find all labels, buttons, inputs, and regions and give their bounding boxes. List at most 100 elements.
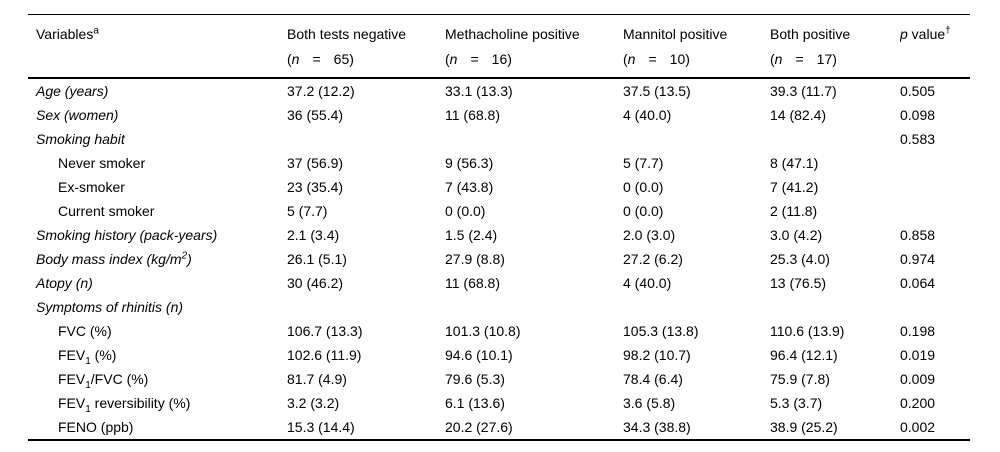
row-label: Sex (women): [36, 106, 119, 123]
cell-value: 20.2 (27.6): [445, 418, 513, 435]
row-label: Age (years): [36, 82, 109, 99]
cell-value: 27.2 (6.2): [623, 250, 683, 267]
cell-value: 0 (0.0): [623, 178, 664, 195]
cell-value: 3.0 (4.2): [770, 226, 823, 243]
column-label: Both tests negative: [287, 26, 407, 42]
table-row-feno: FENO (ppb) 15.3 (14.4) 20.2 (27.6) 34.3 …: [28, 415, 970, 440]
footnote-marker-dagger: †: [945, 25, 951, 37]
cell-value: 0 (0.0): [623, 202, 664, 219]
row-label: Atopy (n): [36, 274, 93, 291]
p-value-cell: 0.505: [900, 82, 936, 99]
cell-value: 11 (68.8): [445, 274, 500, 291]
p-value-cell: 0.858: [900, 226, 936, 243]
header-variables-label: Variables: [36, 26, 94, 42]
cell-value: 34.3 (38.8): [623, 418, 691, 435]
column-label: Methacholine positive: [445, 26, 580, 42]
row-label: FEV1 reversibility (%): [58, 394, 191, 415]
cell-value: 7 (41.2): [770, 178, 819, 195]
cell-value: 33.1 (13.3): [445, 82, 513, 99]
cell-value: 75.9 (7.8): [770, 370, 830, 387]
row-label: FEV1/FVC (%): [58, 370, 149, 391]
row-label: FVC (%): [58, 322, 112, 339]
cell-value: 94.6 (10.1): [445, 346, 513, 363]
row-label: Ex-smoker: [58, 178, 125, 195]
table-row-ex-smoker: Ex-smoker 23 (35.4) 7 (43.8) 0 (0.0) 7 (…: [28, 175, 970, 199]
column-label: Both positive: [770, 26, 851, 42]
table-row-smoking-habit: Smoking habit 0.583: [28, 127, 970, 151]
cell-value: 27.9 (8.8): [445, 250, 505, 267]
row-label: Smoking habit: [36, 130, 125, 147]
cell-value: 39.3 (11.7): [770, 82, 837, 99]
table-body: Age (years) 37.2 (12.2) 33.1 (13.3) 37.5…: [28, 78, 970, 440]
p-value-cell: [900, 295, 970, 319]
cell-value: [623, 127, 770, 151]
cell-value: 3.2 (3.2): [287, 394, 340, 411]
cell-value: [287, 295, 445, 319]
row-label: Never smoker: [58, 154, 146, 171]
cell-value: 15.3 (14.4): [287, 418, 355, 435]
cell-value: 30 (46.2): [287, 274, 344, 291]
column-n-count: (n = 17): [770, 51, 837, 67]
table-row-age: Age (years) 37.2 (12.2) 33.1 (13.3) 37.5…: [28, 78, 970, 103]
column-label: Mannitol positive: [623, 26, 728, 42]
table-row-symptoms-rhinitis: Symptoms of rhinitis (n): [28, 295, 970, 319]
cell-value: [770, 127, 900, 151]
cell-value: 110.6 (13.9): [770, 322, 845, 339]
p-value-cell: 0.198: [900, 322, 936, 339]
cell-value: 9 (56.3): [445, 154, 494, 171]
table-row-never-smoker: Never smoker 37 (56.9) 9 (56.3) 5 (7.7) …: [28, 151, 970, 175]
cell-value: 8 (47.1): [770, 154, 819, 171]
n-symbol: n: [774, 51, 783, 67]
cell-value: 4 (40.0): [623, 106, 672, 123]
p-value-cell: 0.200: [900, 394, 936, 411]
table-header: Variablesa Both tests negative (n = 65) Me…: [28, 14, 970, 79]
cell-value: 25.3 (4.0): [770, 250, 830, 267]
cell-value: 38.9 (25.2): [770, 418, 838, 435]
cell-value: 101.3 (10.8): [445, 322, 521, 339]
cell-value: 0 (0.0): [445, 202, 486, 219]
cell-value: 37 (56.9): [287, 154, 344, 171]
cell-value: [445, 295, 623, 319]
header-mannitol-positive: Mannitol positive (n = 10): [623, 14, 770, 79]
column-n-count: (n = 65): [287, 51, 354, 67]
clinical-characteristics-table: Variablesa Both tests negative (n = 65) Me…: [28, 14, 970, 441]
cell-value: 81.7 (4.9): [287, 370, 347, 387]
cell-value: 96.4 (12.1): [770, 346, 838, 363]
cell-value: 5 (7.7): [623, 154, 664, 171]
row-label: Symptoms of rhinitis (n): [36, 298, 184, 315]
cell-value: 2.1 (3.4): [287, 226, 340, 243]
cell-value: 2.0 (3.0): [623, 226, 676, 243]
row-label: Body mass index (kg/m2): [36, 249, 192, 267]
table-row-fev1-fvc-ratio: FEV1/FVC (%) 81.7 (4.9) 79.6 (5.3) 78.4 …: [28, 367, 970, 391]
cell-value: 98.2 (10.7): [623, 346, 691, 363]
cell-value: 5 (7.7): [287, 202, 328, 219]
table-row-current-smoker: Current smoker 5 (7.7) 0 (0.0) 0 (0.0) 2…: [28, 199, 970, 223]
cell-value: 105.3 (13.8): [623, 322, 699, 339]
cell-value: [287, 127, 445, 151]
row-label: Smoking history (pack-years): [36, 226, 218, 243]
column-n-count: (n = 16): [445, 51, 512, 67]
cell-value: 36 (55.4): [287, 106, 344, 123]
p-value-cell: 0.002: [900, 418, 936, 435]
header-both-tests-negative: Both tests negative (n = 65): [287, 14, 445, 79]
p-value-cell: 0.064: [900, 274, 936, 291]
p-value-cell: 0.098: [900, 106, 936, 123]
cell-value: 37.5 (13.5): [623, 82, 691, 99]
cell-value: 37.2 (12.2): [287, 82, 355, 99]
p-value-cell: 0.019: [900, 346, 936, 363]
table-row-fvc: FVC (%) 106.7 (13.3) 101.3 (10.8) 105.3 …: [28, 319, 970, 343]
header-p-value: p value†: [900, 14, 970, 79]
cell-value: [770, 295, 900, 319]
row-label: FENO (ppb): [58, 418, 134, 435]
cell-value: 3.6 (5.8): [623, 394, 676, 411]
header-methacholine-positive: Methacholine positive (n = 16): [445, 14, 623, 79]
cell-value: [623, 295, 770, 319]
table-row-fev1: FEV1 (%) 102.6 (11.9) 94.6 (10.1) 98.2 (…: [28, 343, 970, 367]
cell-value: 1.5 (2.4): [445, 226, 498, 243]
cell-value: 102.6 (11.9): [287, 346, 362, 363]
cell-value: [445, 127, 623, 151]
p-value-cell: 0.583: [900, 130, 936, 147]
header-variables: Variablesa: [28, 14, 287, 79]
n-symbol: n: [449, 51, 458, 67]
p-value-cell: [900, 151, 970, 175]
